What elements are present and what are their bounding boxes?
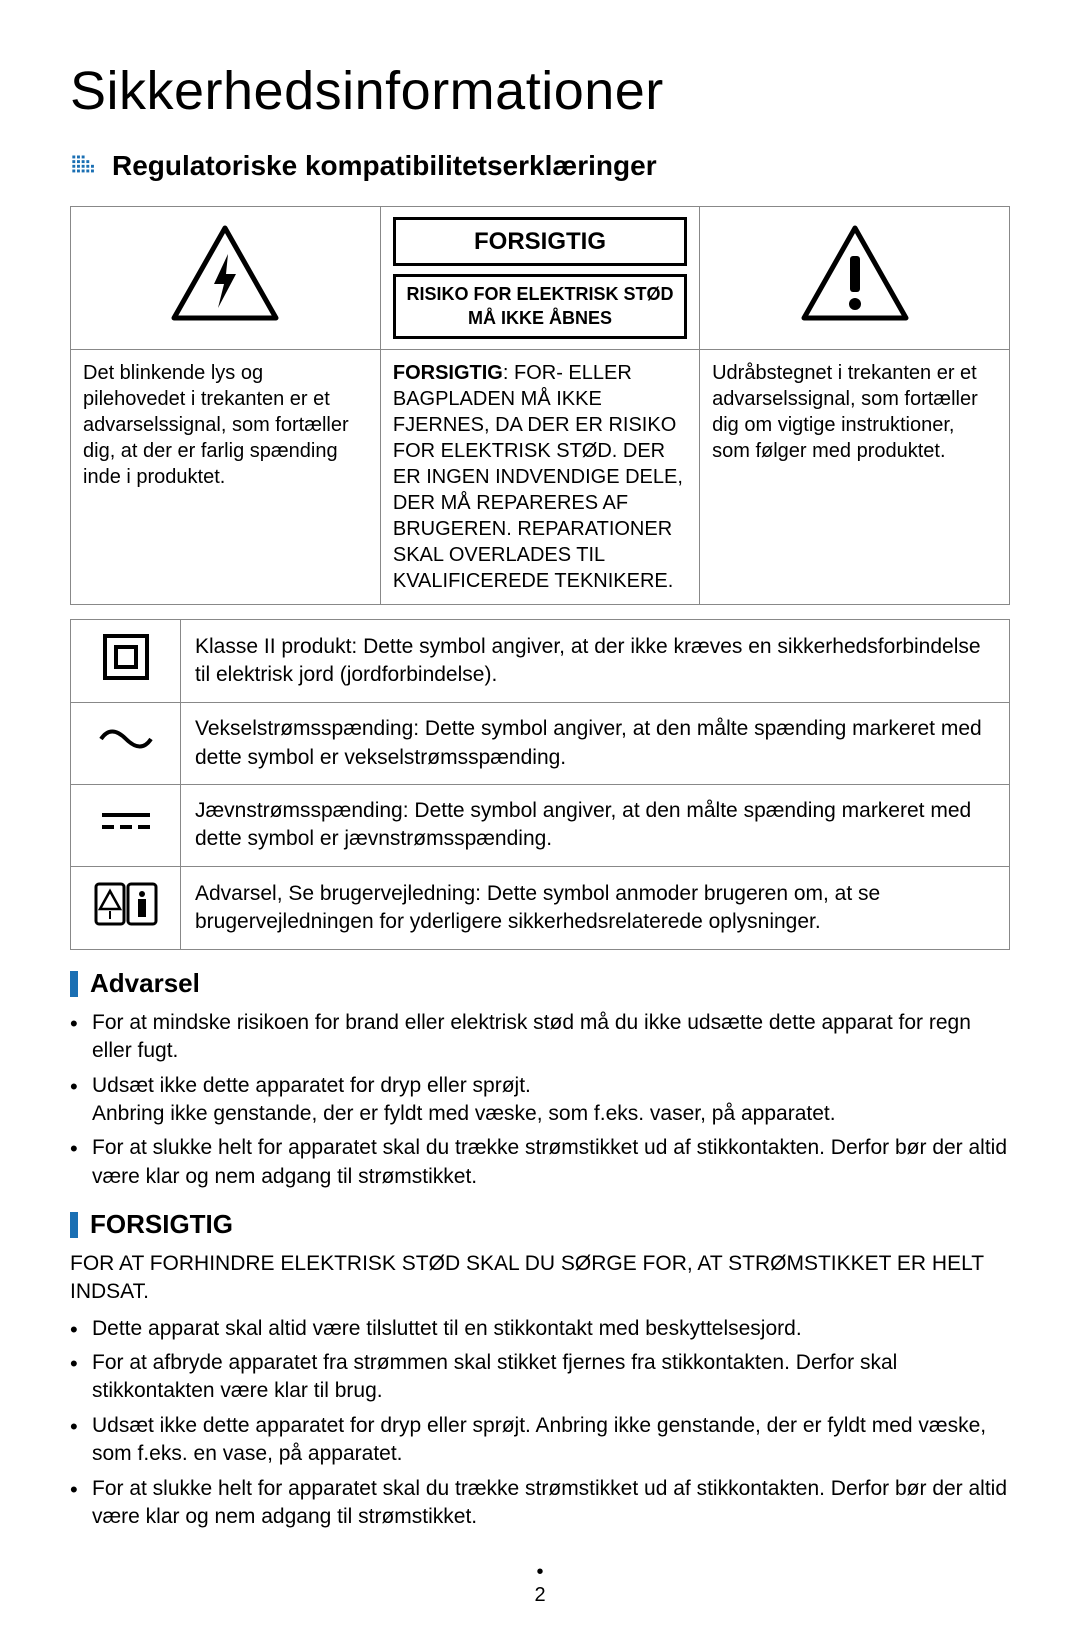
caution-list: Dette apparat skal altid være tilsluttet…: [70, 1315, 1010, 1531]
dc-symbol-cell: [71, 785, 181, 867]
caution-heading: FORSIGTIG: [70, 1209, 1010, 1240]
warning-heading-label: Advarsel: [90, 968, 200, 999]
list-item: Udsæt ikke dette apparatet for dryp elle…: [70, 1072, 1010, 1129]
col3-text: Udråbstegnet i trekanten er et advarsels…: [700, 349, 1010, 604]
table-row: Jævnstrømsspænding: Dette symbol angiver…: [71, 785, 1010, 867]
warning-heading: Advarsel: [70, 968, 1010, 999]
caution-box-cell: FORSIGTIG RISIKO FOR ELEKTRISK STØD MÅ I…: [380, 207, 699, 350]
list-item: For at slukke helt for apparatet skal du…: [70, 1475, 1010, 1532]
caution-lead: FOR AT FORHINDRE ELEKTRISK STØD SKAL DU …: [70, 1250, 1010, 1307]
page-number: •2: [70, 1561, 1010, 1607]
caution-heading-label: FORSIGTIG: [90, 1209, 233, 1240]
dc-text: Jævnstrømsspænding: Dette symbol angiver…: [181, 785, 1010, 867]
caution-label-box: FORSIGTIG: [393, 217, 687, 266]
ac-text: Vekselstrømsspænding: Dette symbol angiv…: [181, 703, 1010, 785]
list-item: Udsæt ikke dette apparatet for dryp elle…: [70, 1412, 1010, 1469]
section-heading-regulatory: Regulatoriske kompatibilitetserklæringer: [70, 150, 1010, 182]
manual-icon: [94, 879, 158, 929]
bar-marker-icon: [70, 1212, 78, 1238]
list-item: For at afbryde apparatet fra strømmen sk…: [70, 1349, 1010, 1406]
table-row: Klasse II produkt: Dette symbol angiver,…: [71, 619, 1010, 702]
bars-icon: [70, 152, 98, 180]
col2-bold: FORSIGTIG: [393, 362, 503, 384]
list-item: For at slukke helt for apparatet skal du…: [70, 1134, 1010, 1191]
risk-box: RISIKO FOR ELEKTRISK STØD MÅ IKKE ÅBNES: [393, 274, 687, 339]
lightning-triangle-icon: [170, 224, 280, 324]
page-title: Sikkerhedsinformationer: [70, 60, 1010, 122]
bar-marker-icon: [70, 971, 78, 997]
ac-symbol-cell: [71, 703, 181, 785]
class2-symbol-cell: [71, 619, 181, 702]
list-item: Dette apparat skal altid være tilsluttet…: [70, 1315, 1010, 1343]
col2-rest: : FOR- ELLER BAGPLADEN MÅ IKKE FJERNES, …: [393, 362, 683, 592]
ac-icon: [96, 724, 156, 754]
table-row: Vekselstrømsspænding: Dette symbol angiv…: [71, 703, 1010, 785]
warning-list: For at mindske risikoen for brand eller …: [70, 1009, 1010, 1191]
manual-symbol-cell: [71, 866, 181, 949]
col2-text: FORSIGTIG: FOR- ELLER BAGPLADEN MÅ IKKE …: [380, 349, 699, 604]
manual-text: Advarsel, Se brugervejledning: Dette sym…: [181, 866, 1010, 949]
section-heading-label: Regulatoriske kompatibilitetserklæringer: [112, 150, 657, 182]
risk-line1: RISIKO FOR ELEKTRISK STØD: [404, 283, 676, 306]
dc-icon: [96, 809, 156, 833]
col1-text: Det blinkende lys og pilehovedet i treka…: [71, 349, 381, 604]
class2-text: Klasse II produkt: Dette symbol angiver,…: [181, 619, 1010, 702]
exclamation-triangle-icon: [800, 224, 910, 324]
table-row: Advarsel, Se brugervejledning: Dette sym…: [71, 866, 1010, 949]
symbol-table: Klasse II produkt: Dette symbol angiver,…: [70, 619, 1010, 950]
exclamation-triangle-cell: [700, 207, 1010, 350]
caution-table: FORSIGTIG RISIKO FOR ELEKTRISK STØD MÅ I…: [70, 206, 1010, 605]
risk-line2: MÅ IKKE ÅBNES: [404, 307, 676, 330]
lightning-triangle-cell: [71, 207, 381, 350]
class2-icon: [101, 632, 151, 682]
page-number-value: 2: [534, 1584, 545, 1606]
list-item: For at mindske risikoen for brand eller …: [70, 1009, 1010, 1066]
